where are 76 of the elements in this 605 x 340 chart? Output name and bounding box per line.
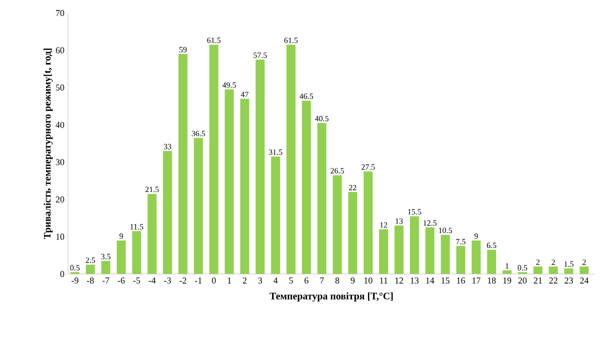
bar (487, 250, 496, 274)
bar (101, 260, 110, 274)
x-tick-label: 19 (503, 278, 512, 284)
x-tick-label: 23 (564, 278, 573, 284)
x-tick-label: 1 (228, 278, 231, 284)
x-tick-label: 15 (442, 278, 450, 284)
x-tick-label: 12 (395, 278, 404, 284)
y-tick-label: 20 (56, 196, 64, 202)
bar (132, 231, 142, 274)
bar (332, 175, 342, 274)
bar (209, 44, 218, 274)
bar (456, 246, 466, 274)
x-tick-label: 24 (580, 278, 589, 284)
x-axis-title: Температура повітря [T,°C] (270, 292, 393, 302)
x-tick-label: -4 (148, 278, 156, 284)
bar (580, 266, 589, 274)
bar (86, 264, 95, 274)
x-tick-label: 3 (258, 278, 262, 284)
y-tick-label: 70 (56, 10, 64, 16)
x-tick-label: 17 (472, 278, 480, 284)
x-tick-label: 22 (549, 278, 558, 284)
bar (440, 234, 450, 274)
x-tick-label: 5 (289, 278, 293, 284)
x-tick-label: 10 (364, 278, 372, 284)
x-tick-label: 7 (320, 278, 324, 284)
x-tick-label: 4 (273, 278, 278, 284)
x-tick-label: -7 (102, 278, 110, 284)
bar (348, 192, 358, 274)
bar (302, 100, 311, 274)
y-tick-label: 10 (56, 234, 64, 240)
bar (116, 240, 126, 274)
x-tick-label: 14 (426, 278, 434, 284)
x-tick-label: 2 (242, 278, 246, 284)
bar (224, 89, 234, 274)
bar (271, 156, 280, 274)
x-tick-label: -8 (86, 278, 94, 284)
x-tick-label: -5 (133, 278, 140, 284)
bar (364, 171, 373, 274)
bar (317, 122, 326, 274)
bar (502, 270, 512, 274)
bar (410, 216, 419, 274)
x-tick-label: 21 (534, 278, 542, 284)
x-tick-label: -3 (164, 278, 171, 284)
x-tick-label: -9 (72, 278, 78, 284)
x-tick-label: -1 (194, 278, 202, 284)
bar (394, 226, 404, 274)
bar (163, 150, 172, 274)
bar (379, 229, 388, 274)
bar (178, 54, 188, 274)
x-tick-label: 11 (380, 278, 388, 284)
y-tick-label: 0 (60, 270, 64, 278)
x-tick-label: -2 (180, 278, 186, 284)
y-tick-label: 50 (56, 84, 64, 91)
bar (256, 60, 265, 274)
x-tick-label: 18 (488, 278, 496, 284)
bar (564, 268, 574, 274)
bar (548, 266, 558, 274)
bar (240, 98, 250, 274)
bar (472, 240, 481, 274)
x-tick-label: -6 (118, 278, 125, 284)
x-tick-label: 16 (457, 278, 465, 284)
y-tick-label: 30 (56, 159, 64, 166)
y-axis-title: Тривалість температурного режиму[t, год] (44, 48, 53, 240)
bar (425, 227, 434, 274)
bar (194, 138, 203, 274)
x-tick-label: 13 (410, 278, 419, 284)
x-tick-label: 9 (350, 278, 355, 284)
bar (148, 194, 157, 274)
x-tick-label: 20 (518, 278, 527, 284)
x-tick-label: 0 (212, 278, 216, 284)
bar (533, 266, 542, 274)
bar (286, 44, 296, 274)
y-tick-label: 40 (56, 122, 64, 128)
y-tick-label: 60 (56, 47, 64, 54)
x-tick-label: 8 (335, 278, 340, 284)
x-tick-label: 6 (304, 278, 308, 284)
